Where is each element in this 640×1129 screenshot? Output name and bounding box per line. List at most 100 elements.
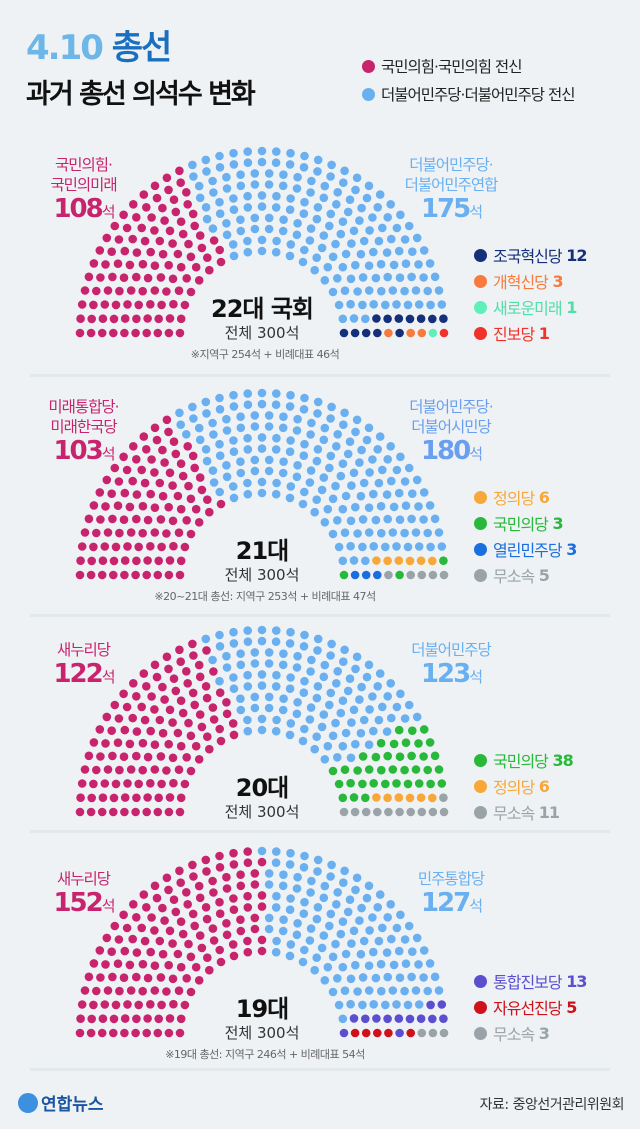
seat-dot: [208, 703, 218, 712]
seat-dot: [364, 765, 374, 774]
seat-dot: [84, 972, 94, 982]
seat-dot: [286, 436, 295, 445]
seat-dot: [425, 501, 435, 510]
seat-dot: [175, 645, 184, 655]
seat-dot: [394, 946, 404, 956]
seat-dot: [89, 738, 99, 747]
seat-dot: [158, 445, 167, 455]
seat-dot: [175, 866, 184, 876]
legend-party: 통합진보당: [493, 973, 563, 992]
seat-dot: [125, 739, 135, 749]
total-seats: 전체 300석: [224, 324, 300, 342]
seat-dot: [186, 952, 196, 962]
seat-dot: [257, 891, 267, 900]
seat-dot: [376, 738, 386, 748]
seat-unit: 석: [101, 668, 116, 686]
seat-dot: [306, 703, 316, 712]
seat-dot: [298, 257, 308, 267]
seat-dot: [279, 915, 288, 924]
seat-dot: [222, 651, 231, 661]
seat-dot: [299, 209, 309, 218]
seat-dot: [403, 1000, 413, 1010]
seat-dot: [176, 696, 186, 705]
seat-dot: [405, 556, 415, 566]
seat-dot: [373, 807, 382, 817]
seat-dot: [414, 260, 423, 269]
seat-dot: [150, 423, 160, 433]
seat-dot: [164, 664, 173, 674]
seat-dot: [286, 894, 295, 903]
seat-dot: [369, 489, 378, 499]
seat-dot: [365, 926, 374, 935]
seat-dot: [138, 501, 148, 511]
seat-dot: [201, 682, 211, 691]
seat-dot: [158, 728, 168, 738]
seat-dot: [228, 240, 238, 249]
seat-dot: [87, 314, 96, 324]
seat-dot: [293, 651, 302, 661]
seat-dot: [243, 445, 253, 454]
seat-dot: [178, 708, 188, 718]
seat-dot: [419, 725, 429, 734]
seat-dot: [155, 936, 165, 946]
seat-dot: [113, 501, 123, 510]
seat-dot: [300, 630, 309, 640]
seat-dot: [120, 1014, 130, 1023]
seat-dot: [387, 713, 396, 723]
seat-dot: [383, 972, 393, 982]
seat-dot: [243, 726, 253, 736]
seat-dot: [388, 528, 398, 537]
seat-dot: [243, 478, 252, 488]
seat-dot: [176, 217, 186, 226]
seat-dot: [156, 752, 166, 761]
seat-dot: [184, 718, 193, 728]
seat-dot: [176, 962, 186, 972]
seat-dot: [439, 314, 448, 323]
seat-dot: [279, 649, 288, 658]
seat-dot: [188, 160, 197, 170]
seat-dot: [414, 300, 424, 309]
seat-dot: [376, 259, 386, 269]
seat-dot: [215, 897, 224, 907]
seat-dot: [386, 679, 396, 688]
seat-dot: [307, 876, 316, 886]
seat-dot: [336, 929, 346, 939]
seat-dot: [123, 779, 132, 788]
seat-dot: [171, 686, 181, 696]
seat-dot: [194, 518, 204, 527]
seat-dot: [383, 272, 393, 282]
seat-dot: [113, 959, 123, 968]
seat-dot: [394, 556, 404, 565]
seat-dot: [208, 418, 217, 428]
seat-dot: [146, 542, 155, 551]
seat-dot: [404, 921, 414, 931]
seat-dot: [229, 951, 239, 961]
seat-dot: [201, 855, 211, 865]
seat-dot: [419, 273, 428, 282]
seat-dot: [168, 239, 177, 248]
seat-dot: [401, 738, 411, 747]
seat-dot: [340, 765, 350, 774]
seat-dot: [215, 209, 225, 218]
seat-dot: [428, 556, 437, 566]
seat-dot: [215, 439, 224, 449]
legend-item: 국민의당 3: [474, 510, 576, 536]
seat-dot: [178, 471, 188, 481]
seat-dot: [334, 779, 344, 789]
seat-dot: [126, 528, 136, 537]
seat-dot: [197, 943, 207, 953]
seat-dot: [165, 556, 175, 565]
seat-dot: [80, 286, 90, 295]
seat-dot: [176, 504, 186, 514]
seat-dot: [162, 987, 171, 996]
seat-dot: [320, 423, 330, 433]
legend-party: 국민의당: [493, 752, 549, 771]
seat-dot: [150, 528, 160, 537]
seat-dot: [243, 670, 252, 680]
seat-dot: [162, 415, 172, 425]
seat-dot: [115, 286, 124, 296]
seat-dot: [103, 986, 113, 995]
seat-dot: [338, 917, 348, 926]
seat-dot: [229, 639, 239, 648]
seat-dot: [138, 259, 148, 269]
